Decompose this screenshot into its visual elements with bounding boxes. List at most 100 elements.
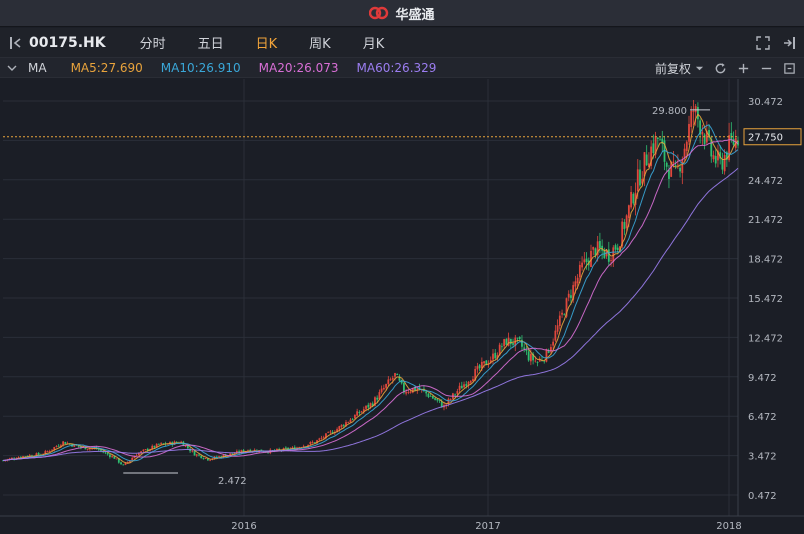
- collapse-panel-icon[interactable]: [9, 36, 23, 50]
- candle-body: [195, 454, 198, 456]
- candle-body: [590, 250, 592, 268]
- candle-body: [596, 241, 599, 256]
- candle-body: [207, 458, 209, 461]
- candle-body: [153, 445, 156, 448]
- candle-body: [612, 247, 615, 262]
- candle-body: [345, 422, 347, 427]
- candle-body: [162, 443, 165, 445]
- dropdown-arrow-icon[interactable]: [695, 64, 704, 73]
- zoom-out-icon[interactable]: [760, 62, 773, 75]
- title-bar: 华盛通: [0, 0, 804, 27]
- adjust-mode-dropdown[interactable]: 前复权: [654, 62, 691, 76]
- chart-canvas[interactable]: 30.47227.47224.47221.47218.47215.47212.4…: [0, 79, 804, 534]
- candle-body: [558, 315, 561, 327]
- tab-monthly-k[interactable]: 月K: [362, 37, 385, 52]
- candle-body: [728, 135, 730, 161]
- candle-body: [400, 379, 403, 384]
- candle-body: [469, 380, 472, 383]
- candle-body: [329, 431, 332, 433]
- candle-body: [48, 451, 51, 452]
- candle-body: [106, 452, 109, 455]
- candle-body: [19, 456, 22, 458]
- candle-body: [668, 170, 670, 179]
- candle-body: [316, 440, 318, 443]
- candle-body: [389, 379, 392, 381]
- y-tick-label: 3.472: [748, 452, 777, 463]
- candle-body: [545, 349, 548, 362]
- ma-label: MA: [28, 60, 47, 75]
- candle-body: [307, 444, 310, 447]
- candle-body: [650, 146, 653, 166]
- candle-body: [416, 388, 419, 390]
- ma20-line: [2, 139, 739, 461]
- candle-body: [717, 150, 719, 161]
- tab-weekly-k[interactable]: 周K: [309, 37, 331, 52]
- y-tick-label: 0.472: [748, 491, 777, 502]
- candle-body: [51, 449, 53, 451]
- candle-body: [394, 373, 396, 377]
- tab-daily-k[interactable]: 日K: [255, 37, 278, 52]
- y-tick-label: 24.472: [748, 176, 783, 187]
- candle-body: [534, 360, 537, 362]
- candle-body: [563, 314, 566, 316]
- candle-body: [77, 445, 80, 447]
- candle-body: [659, 139, 661, 141]
- exit-icon[interactable]: [782, 36, 796, 50]
- candle-body: [429, 395, 432, 397]
- candle-body: [730, 133, 733, 140]
- candle-body: [11, 458, 13, 459]
- chevron-down-icon[interactable]: [7, 63, 17, 73]
- candle-body: [414, 387, 416, 391]
- candle-body: [614, 245, 617, 250]
- candle-body: [690, 110, 693, 127]
- candle-body: [645, 154, 648, 166]
- candle-body: [365, 405, 367, 409]
- candle-body: [467, 382, 470, 385]
- candle-body: [578, 264, 581, 278]
- zoom-in-icon[interactable]: [737, 62, 750, 75]
- candle-body: [318, 438, 321, 440]
- candle-body: [140, 451, 142, 453]
- candle-body: [694, 106, 697, 113]
- candle-body: [583, 259, 586, 263]
- candle-body: [619, 246, 621, 252]
- candle-body: [124, 462, 127, 465]
- candle-body: [64, 442, 67, 445]
- candle-body: [507, 337, 510, 346]
- candle-body: [554, 330, 557, 341]
- candle-body: [425, 391, 428, 394]
- candle-body: [529, 353, 532, 362]
- candle-body: [501, 346, 503, 348]
- candle-body: [737, 140, 739, 146]
- x-tick-label: 2016: [231, 521, 256, 532]
- tab-five-day[interactable]: 五日: [197, 37, 224, 52]
- candle-body: [309, 442, 312, 445]
- candle-body: [543, 360, 546, 362]
- candle-body: [565, 298, 568, 317]
- candle-body: [576, 277, 579, 284]
- refresh-icon[interactable]: [714, 62, 727, 75]
- candle-body: [434, 398, 436, 400]
- fullscreen-icon[interactable]: [756, 36, 770, 50]
- candle-body: [483, 361, 485, 364]
- candle-body: [692, 111, 695, 113]
- menu-icon[interactable]: [783, 62, 796, 75]
- candle-body: [262, 451, 265, 453]
- candle-body: [231, 453, 234, 455]
- candle-body: [8, 458, 11, 460]
- candle-body: [2, 460, 4, 462]
- chart-background: [0, 79, 804, 534]
- candle-body: [376, 397, 379, 400]
- tab-intraday[interactable]: 分时: [139, 37, 166, 52]
- candle-body: [480, 361, 483, 369]
- candle-body: [284, 447, 287, 449]
- candlestick-chart[interactable]: 30.47227.47224.47221.47218.47215.47212.4…: [0, 79, 804, 534]
- candle-body: [616, 247, 619, 251]
- candle-body: [454, 394, 457, 396]
- candle-body: [710, 138, 713, 157]
- candle-body: [496, 355, 499, 359]
- y-tick-label: 18.472: [748, 255, 783, 266]
- candle-body: [567, 293, 570, 298]
- candle-body: [630, 191, 632, 208]
- candle-body: [494, 352, 497, 359]
